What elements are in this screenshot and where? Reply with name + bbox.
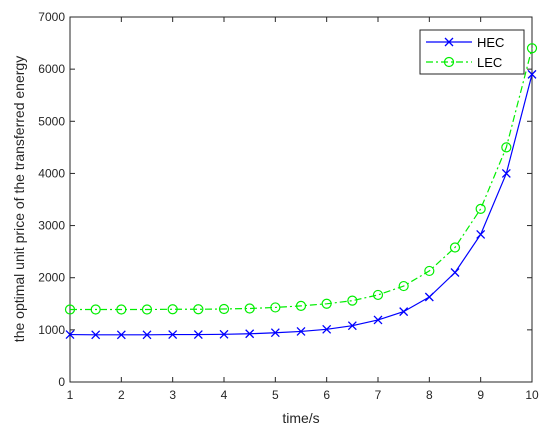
data-point-lec (244, 303, 255, 314)
axis-ticks: 1 2 3 4 5 6 7 8 9 10 0 1000 2000 3000 4000 5000 6000 7000 (38, 10, 539, 402)
data-point-hec (501, 168, 511, 178)
x-tick-label: 2 (118, 388, 125, 402)
y-tick-label: 3000 (38, 219, 65, 233)
y-tick-label: 1000 (38, 323, 65, 337)
x-tick-label: 10 (525, 388, 539, 402)
y-tick-label: 0 (58, 375, 65, 389)
series-lec (64, 43, 538, 315)
y-tick-label: 6000 (38, 62, 65, 76)
series-hec (65, 69, 537, 340)
data-point-lec (475, 203, 486, 214)
y-tick-label: 5000 (38, 114, 65, 128)
data-point-hec (373, 315, 383, 325)
data-point-hec (91, 330, 101, 340)
data-point-lec (501, 142, 512, 153)
data-point-lec (372, 289, 384, 301)
y-tick-label: 7000 (38, 10, 65, 24)
y-tick-label: 4000 (38, 166, 65, 180)
data-point-lec (64, 304, 76, 315)
data-point-lec (90, 304, 101, 315)
x-tick-label: 5 (272, 388, 279, 402)
legend-marker-lec (443, 56, 455, 68)
data-point-lec (295, 300, 307, 311)
data-point-lec (270, 302, 281, 313)
data-point-lec (321, 298, 332, 309)
x-tick-label: 3 (169, 388, 176, 402)
plot-area (69, 16, 533, 383)
x-tick-label: 7 (375, 388, 382, 402)
legend-label-hec: HEC (477, 35, 504, 50)
x-tick-label: 4 (221, 388, 228, 402)
data-point-hec (219, 329, 229, 339)
data-point-hec (424, 292, 434, 302)
data-point-lec (193, 304, 204, 315)
data-point-lec (424, 265, 435, 277)
y-axis-title: the optimal unit price of the transferre… (11, 56, 27, 342)
data-point-hec (399, 307, 409, 317)
x-tick-label: 9 (477, 388, 484, 402)
data-point-lec (449, 242, 461, 253)
legend: HEC LEC (419, 29, 525, 75)
data-point-hec (296, 326, 306, 336)
data-point-hec (322, 324, 332, 334)
series-line-lec (70, 48, 533, 311)
legend-marker-hec (444, 37, 454, 47)
data-point-hec (270, 328, 280, 338)
data-point-lec (347, 295, 358, 306)
x-tick-label: 6 (323, 388, 330, 402)
series-layer (64, 43, 538, 340)
data-point-lec (526, 43, 538, 54)
legend-items: HEC LEC (426, 35, 504, 70)
data-point-lec (218, 303, 230, 315)
data-point-lec (116, 304, 127, 315)
data-point-lec (141, 304, 153, 315)
data-point-hec (476, 229, 486, 239)
data-point-lec (398, 280, 409, 292)
data-point-hec (116, 330, 126, 340)
data-point-hec (347, 321, 357, 331)
data-point-hec (527, 69, 537, 79)
data-point-hec (193, 330, 203, 340)
data-point-hec (450, 268, 460, 277)
legend-label-lec: LEC (477, 55, 502, 70)
x-tick-label: 8 (426, 388, 433, 402)
x-axis-title: time/s (282, 410, 319, 426)
data-point-hec (245, 329, 255, 339)
legend-box (419, 29, 525, 75)
y-tick-label: 2000 (38, 271, 65, 285)
x-tick-label: 1 (67, 388, 74, 402)
data-point-lec (167, 304, 178, 315)
data-point-hec (142, 330, 152, 340)
data-point-hec (168, 330, 178, 340)
data-point-hec (65, 330, 75, 340)
